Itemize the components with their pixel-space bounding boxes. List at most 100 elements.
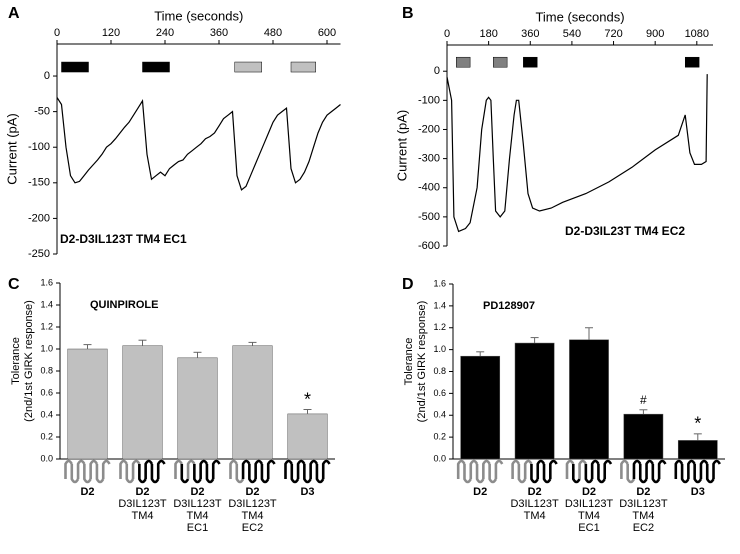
receptor-icon	[131, 459, 141, 479]
x-tick-label: D2	[80, 486, 94, 498]
y-tick-label: 1.6	[40, 277, 53, 287]
y-tick-label: 1.4	[433, 300, 446, 310]
bar	[122, 345, 163, 460]
receptor-icon	[138, 464, 147, 484]
receptor-icon	[296, 459, 306, 479]
x-tick-label: EC2	[633, 522, 654, 534]
receptor-icon	[303, 464, 312, 484]
bar	[67, 348, 108, 460]
receptor-icon	[712, 459, 721, 479]
x-tick-label: 360	[521, 28, 539, 40]
receptor-icon	[571, 464, 581, 484]
y-tick-label: 0.4	[433, 410, 446, 420]
bar	[460, 355, 501, 460]
receptor-icon	[645, 459, 654, 479]
y-tick-label: 0.4	[40, 409, 53, 419]
x-tick-label: 720	[604, 28, 622, 40]
drug-bar	[456, 56, 471, 68]
receptor-icon	[523, 459, 533, 479]
drug-bar	[234, 61, 262, 73]
receptor-icon	[144, 459, 154, 479]
receptor-icon	[89, 459, 99, 479]
receptor-icon	[488, 464, 498, 484]
y-tick-label: -100	[28, 141, 50, 153]
receptor-icon	[463, 464, 472, 484]
receptor-icon	[205, 464, 215, 484]
receptor-icon	[693, 464, 703, 484]
x-tick-label: D2	[582, 486, 596, 498]
y-tick-label: -500	[418, 211, 440, 223]
chart-title: QUINPIROLE	[90, 299, 158, 311]
y-axis-label: Current (pA)	[4, 113, 19, 185]
receptor-icon	[174, 459, 183, 479]
receptor-icon	[657, 459, 667, 479]
y-tick-label: 1.0	[433, 344, 446, 354]
receptor-icon	[626, 464, 636, 484]
y-tick-label: 0.8	[433, 366, 446, 376]
significance-marker: *	[694, 414, 701, 434]
x-tick-label: TM4	[132, 510, 154, 522]
receptor-icon	[254, 459, 264, 479]
y-tick-label: 1.4	[40, 299, 53, 309]
annotation: D2-D3IL123T TM4 EC1	[60, 232, 187, 246]
x-tick-label: D2	[473, 486, 487, 498]
receptor-icon	[180, 464, 190, 484]
bar	[232, 345, 273, 460]
y-tick-label: 0.2	[433, 432, 446, 442]
receptor-icon	[284, 459, 293, 479]
x-tick-label: EC1	[578, 522, 599, 534]
x-tick-label: D2	[135, 486, 149, 498]
receptor-icon	[235, 464, 245, 484]
receptor-icon	[156, 459, 166, 479]
receptor-icon	[590, 459, 600, 479]
receptor-icon	[186, 459, 196, 479]
y-tick-label: 0.2	[40, 431, 53, 441]
y-axis-label: (2nd/1st GIRK response)	[416, 301, 428, 423]
receptor-icon	[83, 464, 92, 484]
receptor-icon	[290, 464, 300, 484]
receptor-icon	[482, 459, 491, 479]
x-tick-label: TM4	[242, 510, 264, 522]
receptor-icon	[578, 459, 588, 479]
receptor-icon	[321, 459, 331, 479]
y-tick-label: 0.8	[40, 365, 53, 375]
y-tick-label: -400	[418, 182, 440, 194]
trace	[446, 74, 708, 233]
receptor-icon	[565, 459, 575, 479]
x-tick-label: 480	[264, 27, 282, 39]
y-tick-label: -300	[418, 153, 440, 165]
y-axis-label: Tolerance	[403, 338, 415, 386]
receptor-icon	[542, 464, 552, 484]
bar	[287, 413, 328, 460]
x-tick-label: TM4	[187, 510, 209, 522]
receptor-icon	[260, 464, 270, 484]
receptor-icon	[536, 459, 546, 479]
y-tick-label: -150	[28, 177, 50, 189]
y-tick-label: -600	[418, 240, 440, 252]
receptor-icon	[475, 464, 485, 484]
x-tick-label: D2	[245, 486, 259, 498]
x-tick-label: 1080	[685, 28, 709, 40]
receptor-icon	[70, 464, 80, 484]
receptor-icon	[64, 459, 73, 479]
receptor-icon	[584, 464, 594, 484]
receptor-icon	[211, 459, 221, 479]
x-tick-label: TM4	[632, 510, 654, 522]
x-tick-label: TM4	[578, 510, 600, 522]
receptor-icon	[620, 459, 629, 479]
y-tick-label: 0.6	[40, 387, 53, 397]
y-axis-label: Tolerance	[10, 337, 22, 385]
receptor-icon	[76, 459, 86, 479]
x-tick-label: D3	[691, 486, 705, 498]
receptor-icon	[699, 459, 709, 479]
annotation: D2-D3IL23T TM4 EC2	[565, 224, 685, 238]
receptor-icon	[456, 459, 466, 479]
y-tick-label: -100	[418, 94, 440, 106]
x-axis-label: Time (seconds)	[535, 9, 624, 24]
receptor-icon	[530, 464, 539, 484]
significance-marker: *	[304, 389, 311, 409]
receptor-icon	[125, 464, 135, 484]
y-axis-label: Current (pA)	[394, 110, 409, 182]
y-tick-label: 1.2	[40, 321, 53, 331]
drug-bar	[523, 56, 538, 68]
